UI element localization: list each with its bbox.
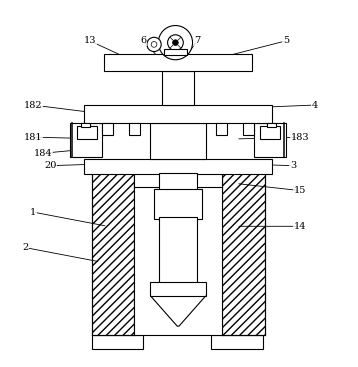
Bar — [267, 123, 276, 127]
Bar — [217, 123, 227, 135]
Text: 13: 13 — [84, 36, 96, 46]
Bar — [162, 71, 194, 105]
Text: 182: 182 — [24, 101, 42, 109]
Text: 1: 1 — [30, 207, 36, 217]
Text: 5: 5 — [283, 36, 289, 46]
Text: 184: 184 — [34, 149, 53, 158]
Bar — [129, 123, 140, 135]
Bar — [134, 173, 222, 187]
Bar — [81, 123, 90, 127]
Bar — [159, 217, 197, 283]
Text: 15: 15 — [294, 186, 306, 195]
Bar — [222, 173, 265, 335]
Circle shape — [147, 37, 161, 51]
Text: 6: 6 — [140, 36, 146, 46]
Bar — [150, 123, 206, 159]
Bar — [70, 123, 102, 157]
Bar — [84, 159, 272, 174]
Text: 14: 14 — [294, 222, 306, 231]
Bar — [84, 105, 272, 123]
Text: 181: 181 — [24, 132, 42, 142]
Text: 3: 3 — [290, 161, 296, 170]
Circle shape — [151, 41, 157, 47]
Bar — [164, 50, 187, 55]
Text: 4: 4 — [311, 101, 318, 109]
Text: 2: 2 — [23, 243, 29, 252]
Bar — [211, 335, 263, 349]
Bar — [154, 189, 202, 219]
Bar — [243, 123, 254, 135]
Text: 183: 183 — [291, 132, 310, 142]
Bar — [150, 281, 206, 296]
Bar — [102, 123, 113, 135]
Bar — [254, 123, 286, 157]
Bar — [104, 54, 252, 71]
Bar — [77, 127, 97, 139]
Bar — [134, 173, 222, 335]
Bar — [159, 173, 197, 190]
Bar — [92, 335, 143, 349]
Text: 20: 20 — [44, 161, 57, 170]
Bar — [92, 173, 134, 335]
Circle shape — [158, 26, 193, 60]
Bar — [260, 127, 280, 139]
Circle shape — [168, 35, 183, 51]
Circle shape — [173, 40, 178, 46]
Text: 7: 7 — [194, 36, 200, 46]
